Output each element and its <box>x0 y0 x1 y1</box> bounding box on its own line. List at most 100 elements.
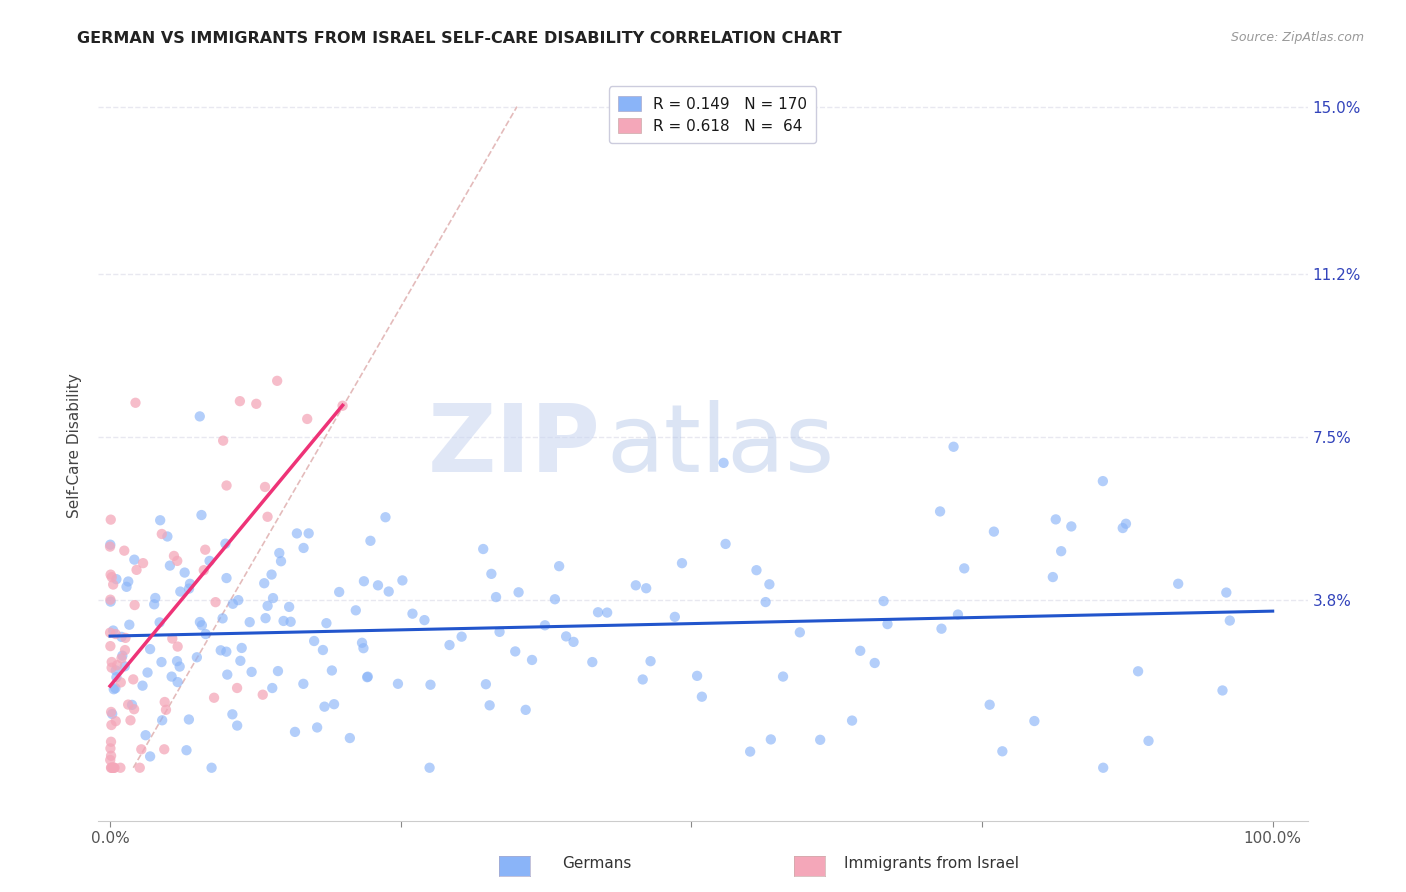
Point <box>252 688 274 702</box>
Point <box>169 659 191 673</box>
Point <box>254 611 277 625</box>
Point <box>118 617 141 632</box>
Point <box>101 706 124 721</box>
Point <box>664 610 686 624</box>
Point <box>100 718 122 732</box>
Point <box>302 634 325 648</box>
Point <box>872 594 894 608</box>
Point <box>131 679 153 693</box>
Point <box>849 644 872 658</box>
Point <box>139 642 162 657</box>
Point <box>124 552 146 566</box>
Point <box>273 614 295 628</box>
Point <box>226 718 249 732</box>
Point <box>439 638 461 652</box>
Point <box>188 615 211 629</box>
Point <box>357 670 380 684</box>
Point <box>214 537 236 551</box>
Point <box>359 533 381 548</box>
Point <box>419 678 441 692</box>
Point <box>128 761 150 775</box>
Point <box>117 698 139 712</box>
Point <box>98 753 121 767</box>
Point <box>314 699 336 714</box>
Point <box>200 761 222 775</box>
Point <box>162 632 184 646</box>
Point <box>100 567 122 582</box>
Point <box>260 567 283 582</box>
Point <box>278 599 301 614</box>
Point <box>215 478 238 492</box>
Point <box>515 703 537 717</box>
Point <box>262 681 284 695</box>
Point <box>153 742 176 756</box>
Point <box>548 559 571 574</box>
Point <box>1126 665 1149 679</box>
Point <box>475 677 498 691</box>
Point <box>983 524 1005 539</box>
Point <box>101 570 124 584</box>
Point <box>323 697 346 711</box>
Point <box>104 714 127 728</box>
Point <box>100 741 122 756</box>
Point <box>132 556 155 570</box>
Point <box>1112 521 1135 535</box>
Point <box>179 576 201 591</box>
Point <box>212 434 235 448</box>
Text: atlas: atlas <box>606 400 835 492</box>
Point <box>100 513 122 527</box>
Point <box>110 761 132 775</box>
Point <box>215 645 238 659</box>
Point <box>352 641 374 656</box>
Point <box>104 664 127 678</box>
Point <box>186 650 208 665</box>
Point <box>114 643 136 657</box>
Point <box>191 618 214 632</box>
Point <box>485 590 508 604</box>
Point <box>166 554 188 568</box>
Point <box>100 761 122 775</box>
Point <box>155 703 177 717</box>
Point <box>876 617 898 632</box>
Point <box>581 655 603 669</box>
Point <box>267 664 290 678</box>
Point <box>188 409 211 424</box>
Point <box>98 592 121 607</box>
Point <box>714 537 737 551</box>
Point <box>105 658 128 673</box>
Point <box>640 654 662 668</box>
Point <box>367 578 389 592</box>
Point <box>100 748 122 763</box>
Point <box>245 397 267 411</box>
Point <box>544 592 567 607</box>
Point <box>193 563 215 577</box>
Point <box>841 714 863 728</box>
Point <box>266 374 288 388</box>
Point <box>450 630 472 644</box>
Point <box>115 580 138 594</box>
Point <box>596 606 619 620</box>
Point <box>150 527 173 541</box>
Point <box>114 631 136 645</box>
Point <box>121 698 143 712</box>
Point <box>122 702 145 716</box>
Point <box>350 636 373 650</box>
Point <box>104 627 127 641</box>
Point <box>100 735 122 749</box>
Point <box>520 653 543 667</box>
Point <box>586 605 609 619</box>
Point <box>284 725 307 739</box>
Point <box>562 635 585 649</box>
Text: Immigrants from Israel: Immigrants from Israel <box>844 856 1018 871</box>
Point <box>209 643 232 657</box>
Point <box>321 664 343 678</box>
Point <box>295 412 318 426</box>
Point <box>413 613 436 627</box>
Point <box>863 656 886 670</box>
Point <box>110 675 132 690</box>
Point <box>117 574 139 589</box>
Point <box>149 615 172 630</box>
Point <box>124 598 146 612</box>
Point <box>226 593 249 607</box>
Point <box>946 607 969 622</box>
